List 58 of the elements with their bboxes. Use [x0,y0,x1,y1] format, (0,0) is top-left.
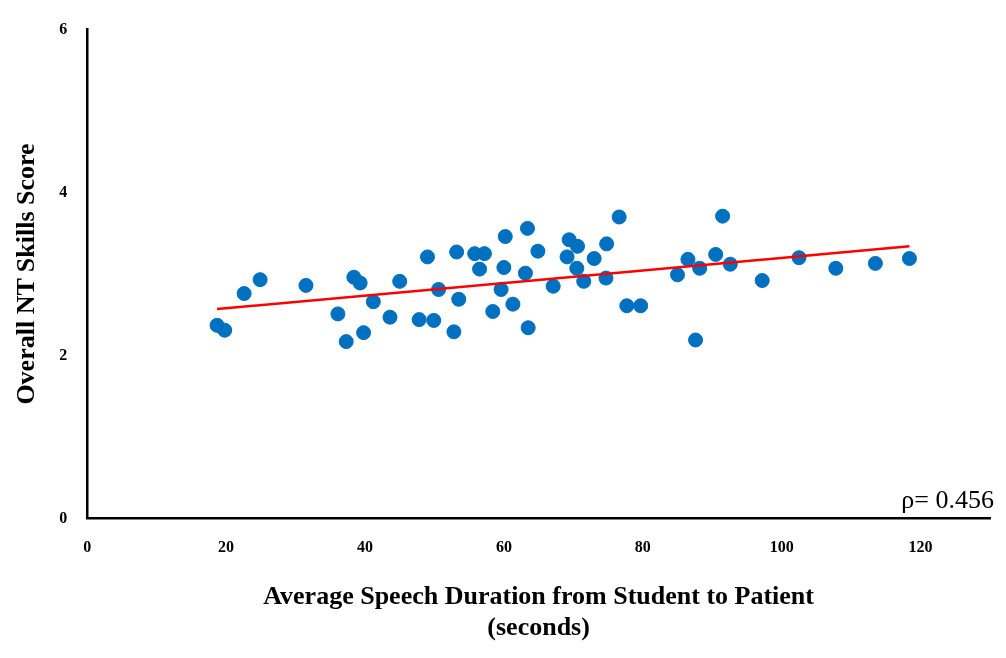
point [338,334,354,350]
point [688,332,704,348]
y-tick-label: 2 [59,345,68,363]
point [611,209,627,225]
point [365,294,381,310]
point [382,309,398,325]
point [411,312,427,328]
point [569,238,585,254]
point [419,249,435,265]
point [426,312,442,328]
y-axis-title: Overall NT Skills Score [11,143,41,405]
point [472,261,488,277]
point [496,259,512,275]
point [599,236,615,252]
point [901,251,917,267]
x-tick-label: 100 [769,538,794,556]
y-tick-label: 0 [59,508,68,526]
point [330,306,346,322]
point [867,255,883,271]
point [519,220,535,236]
point [569,260,585,276]
point [298,277,314,293]
point [252,272,268,288]
point [586,251,602,267]
y-tick-label: 4 [59,182,68,200]
x-tick-label: 0 [83,538,92,556]
annotation: ρ= 0.456 [901,485,994,515]
point [545,278,561,294]
point [352,275,368,291]
x-axis-title: Average Speech Duration from Student to Patient (seconds) [263,580,815,642]
point [392,273,408,289]
point [505,296,521,312]
x-tick-label: 20 [218,538,235,556]
point [236,286,252,302]
point [680,251,696,267]
point [633,298,649,314]
point [715,208,731,224]
x-tick-label: 80 [634,538,651,556]
y-tick-label: 6 [59,19,68,37]
x-tick-label: 60 [495,538,512,556]
point [669,267,685,283]
x-tick-label: 40 [356,538,373,556]
point [619,298,635,314]
point [828,260,844,276]
point [449,244,465,260]
point [497,229,513,245]
point [708,246,724,262]
point [517,265,533,281]
point [530,243,546,259]
point [754,273,770,289]
point [446,324,462,340]
point [217,322,233,338]
point [451,291,467,307]
point [356,325,372,341]
x-tick-label: 120 [908,538,933,556]
point [559,249,575,265]
point [485,303,501,319]
point [520,320,536,336]
